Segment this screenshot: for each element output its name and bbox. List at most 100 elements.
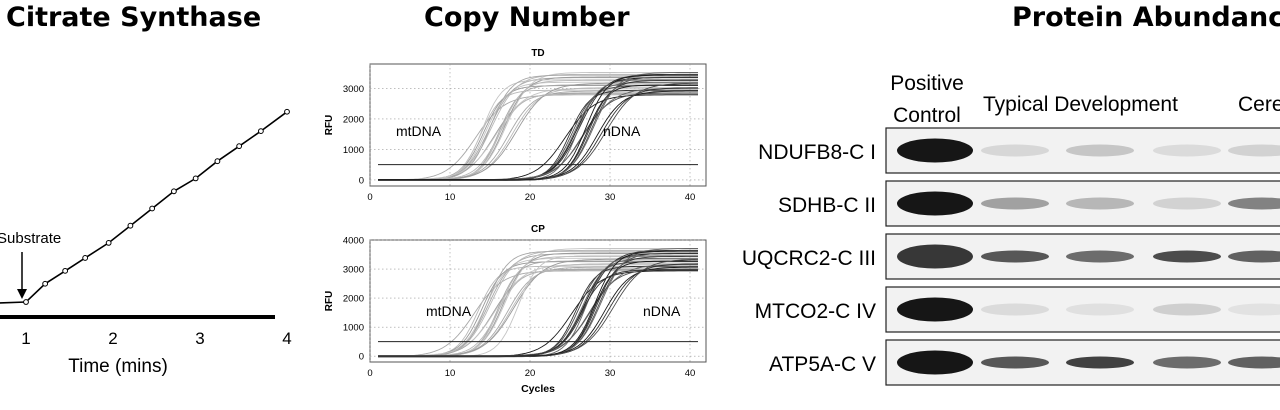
positive-control-label-line2: Control [893, 104, 961, 127]
cp-x-label: Cycles [521, 383, 555, 395]
cp-curve-nDNA-13 [378, 263, 699, 357]
cp-title: CP [531, 224, 545, 235]
band-0-4 [1228, 144, 1280, 157]
band-0-1 [981, 144, 1049, 157]
band-3-3 [1153, 303, 1221, 316]
activity-line [0, 111, 288, 304]
data-point-14 [284, 108, 290, 115]
td-y-tick-0: 0 [359, 175, 364, 186]
band-1-0 [897, 191, 973, 216]
cp-curve-nDNA-5 [378, 249, 698, 358]
protein-abundance-title: Protein Abundance [1012, 2, 1280, 33]
td-label-ndna: nDNA [603, 123, 641, 139]
cp-curve-nDNA-6 [378, 268, 698, 357]
td-curve-nDNA-0 [378, 94, 698, 181]
band-3-0 [897, 297, 973, 322]
band-4-3 [1153, 356, 1221, 369]
cp-curve-nDNA-2 [378, 261, 698, 357]
cp-x-tick-40: 40 [685, 368, 696, 379]
x-tick-label-2: 2 [108, 329, 117, 348]
td-curve-nDNA-14 [378, 82, 698, 181]
cp-curve-mtDNA-0 [377, 270, 698, 358]
band-1-4 [1228, 197, 1280, 210]
td-y-tick-2000: 2000 [343, 114, 364, 125]
cp-curve-nDNA-11 [378, 248, 698, 357]
td-curve-mtDNA-2 [378, 85, 698, 180]
data-point-4 [62, 267, 69, 274]
td-curve-nDNA-7 [378, 87, 698, 180]
cp-x-tick-20: 20 [525, 368, 536, 379]
cp-curve-mtDNA-16 [378, 250, 698, 357]
td-curve-mtDNA-11 [378, 71, 698, 181]
cere-label: Cere [1238, 93, 1280, 116]
band-3-4 [1228, 303, 1280, 316]
data-point-3 [42, 280, 49, 287]
band-0-0 [897, 138, 973, 163]
td-curve-mtDNA-13 [378, 87, 698, 181]
td-curve-mtDNA-6 [378, 92, 698, 181]
td-plot-frame [369, 63, 707, 187]
cp-curve-nDNA-7 [378, 264, 698, 357]
data-point-9 [171, 188, 177, 195]
td-curve-nDNA-2 [378, 85, 698, 180]
band-4-4 [1228, 356, 1280, 369]
data-point-13 [258, 128, 264, 135]
cp-curve-nDNA-10 [378, 252, 698, 358]
band-3-2 [1066, 303, 1134, 316]
blot-strip-2 [885, 233, 1280, 280]
band-4-0 [897, 350, 973, 375]
td-curve-nDNA-6 [378, 92, 698, 181]
cp-curve-mtDNA-3 [378, 257, 698, 357]
blot-strip-4 [885, 339, 1280, 386]
substrate-annotation: Substrate [0, 230, 61, 247]
td-x-tick-20: 20 [525, 192, 536, 203]
td-curve-mtDNA-17 [378, 93, 698, 180]
td-curve-mtDNA-16 [378, 74, 698, 181]
cp-y-tick-4000: 4000 [343, 236, 364, 247]
band-4-1 [981, 356, 1049, 369]
cp-curve-mtDNA-4 [378, 253, 698, 357]
td-curve-nDNA-10 [378, 76, 698, 181]
typical-development-label: Typical Development [983, 93, 1178, 116]
td-curve-mtDNA-12 [378, 90, 698, 180]
td-curve-nDNA-13 [378, 87, 698, 181]
blot-strip-1 [885, 180, 1280, 227]
td-label-mtdna: mtDNA [396, 123, 442, 139]
td-x-tick-30: 30 [605, 192, 616, 203]
row-label-2: UQCRC2-C III [742, 247, 876, 270]
band-1-2 [1066, 197, 1134, 210]
band-2-0 [897, 244, 973, 269]
band-1-3 [1153, 197, 1221, 210]
cp-curve-nDNA-12 [378, 266, 698, 357]
band-3-1 [981, 303, 1049, 316]
td-curve-mtDNA-8 [378, 84, 698, 181]
blot-strip-0 [885, 127, 1280, 174]
cp-curve-mtDNA-1 [378, 265, 698, 357]
td-curve-nDNA-1 [378, 89, 698, 181]
cp-x-tick-30: 30 [605, 368, 616, 379]
blot-strip-3 [885, 286, 1280, 333]
data-point-11 [214, 158, 221, 165]
cp-curve-mtDNA-12 [378, 266, 698, 357]
cp-curve-mtDNA-2 [378, 261, 698, 357]
td-x-tick-0: 0 [367, 192, 372, 203]
data-point-12 [236, 143, 243, 150]
cp-x-tick-0: 0 [367, 368, 372, 379]
row-label-1: SDHB-C II [778, 194, 876, 217]
td-curve-mtDNA-0 [378, 94, 698, 181]
cp-curve-mtDNA-13 [378, 263, 698, 357]
td-curve-mtDNA-15 [378, 79, 698, 181]
cp-curve-nDNA-16 [378, 250, 698, 357]
row-label-0: NDUFB8-C I [758, 141, 876, 164]
data-point-10 [192, 175, 199, 182]
cp-label-mtdna: mtDNA [426, 303, 472, 319]
td-curve-nDNA-15 [378, 79, 698, 181]
cp-curve-nDNA-3 [378, 257, 698, 357]
td-x-tick-10: 10 [445, 192, 456, 203]
cp-y-tick-2000: 2000 [343, 294, 364, 305]
cp-curve-mtDNA-11 [378, 248, 698, 357]
data-point-2 [23, 299, 29, 305]
cp-curve-mtDNA-5 [378, 249, 698, 358]
copy-number-title: Copy Number [424, 2, 630, 33]
cp-curve-mtDNA-6 [378, 268, 698, 357]
